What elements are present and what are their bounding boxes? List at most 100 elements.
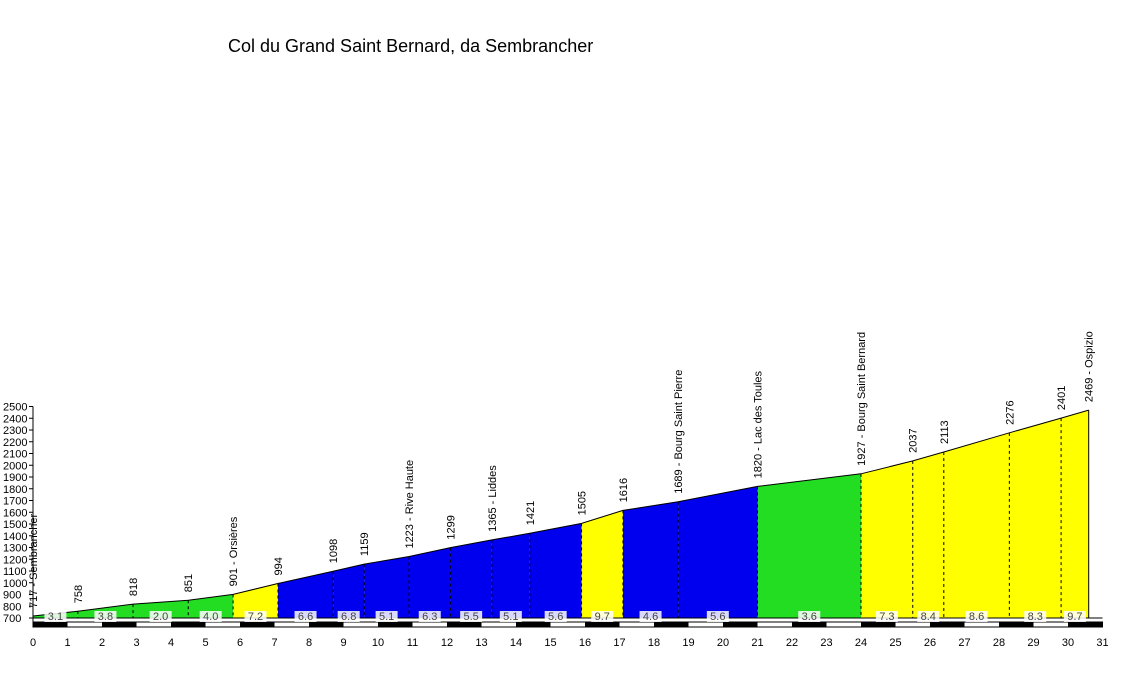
point-label: 2113 <box>939 420 951 444</box>
y-tick-label: 900 <box>3 590 21 602</box>
x-axis-bar-block <box>378 622 413 627</box>
x-tick-label: 11 <box>407 637 418 649</box>
point-label: 2401 <box>1056 386 1068 410</box>
point-label: 1299 <box>445 515 457 539</box>
gradient-label: 4.0 <box>203 611 218 623</box>
gradient-label-bg <box>94 611 117 622</box>
point-label: 1365 - Liddes <box>487 465 499 532</box>
y-tick-label: 2200 <box>3 437 27 449</box>
x-axis-bar-block <box>309 622 344 627</box>
y-tick-label: 1000 <box>3 578 27 590</box>
x-tick-label: 4 <box>168 637 174 649</box>
y-tick-label: 1700 <box>3 496 27 508</box>
gradient-label-bg <box>798 611 821 622</box>
x-tick-label: 26 <box>924 637 936 649</box>
gradient-label: 5.5 <box>464 611 479 623</box>
x-tick-label: 28 <box>993 637 1005 649</box>
y-tick-label: 1600 <box>3 507 27 519</box>
x-axis-bar-block <box>516 622 551 627</box>
segment-area-7 <box>364 556 410 618</box>
gradient-label: 3.8 <box>98 611 113 623</box>
x-tick-label: 2 <box>99 637 105 649</box>
gradient-label-bg <box>294 611 317 622</box>
point-label: 1421 <box>525 501 537 525</box>
segment-area-3 <box>188 594 234 618</box>
segment-area-2 <box>133 600 189 618</box>
x-tick-label: 14 <box>510 637 522 649</box>
gradient-label: 7.3 <box>879 611 894 623</box>
gradient-label-bg <box>44 611 67 622</box>
segment-area-18 <box>943 432 1010 618</box>
segment-area-10 <box>491 533 530 618</box>
gradient-label-bg <box>1063 611 1086 622</box>
gradient-label: 8.6 <box>969 611 984 623</box>
x-axis-bar-block <box>1068 622 1103 627</box>
x-tick-label: 10 <box>372 637 384 649</box>
segment-area-17 <box>912 451 944 618</box>
y-tick-label: 1800 <box>3 484 27 496</box>
gradient-label-bg <box>639 611 662 622</box>
segment-area-15 <box>757 473 861 618</box>
gradient-label: 5.1 <box>379 611 394 623</box>
point-label: 818 <box>128 578 140 596</box>
gradient-label: 9.7 <box>1067 611 1082 623</box>
x-tick-label: 31 <box>1096 637 1108 649</box>
point-label: 1223 - Rive Haute <box>404 460 416 549</box>
point-label: 1927 - Bourg Saint Bernard <box>856 332 868 466</box>
point-label: 2037 <box>908 428 920 452</box>
x-axis-bar-block <box>723 622 758 627</box>
point-label: 1098 <box>328 539 340 563</box>
gradient-label: 3.6 <box>802 611 817 623</box>
x-tick-label: 6 <box>237 637 243 649</box>
y-tick-label: 1900 <box>3 472 27 484</box>
y-axis: 7008009001000110012001300140015001600170… <box>3 402 34 625</box>
gradient-label: 9.7 <box>595 611 610 623</box>
y-tick-label: 800 <box>3 601 21 613</box>
x-tick-label: 17 <box>613 637 625 649</box>
x-tick-label: 16 <box>579 637 591 649</box>
y-tick-label: 2000 <box>3 460 27 472</box>
segment-area-6 <box>333 564 365 618</box>
x-axis-bar-block <box>447 622 482 627</box>
profile-line <box>32 409 1090 618</box>
gradient-label: 6.3 <box>422 611 437 623</box>
x-tick-label: 8 <box>306 637 312 649</box>
segment-area-13 <box>622 501 679 618</box>
y-tick-label: 1300 <box>3 543 27 555</box>
gradient-label: 2.0 <box>153 611 168 623</box>
gradient-label: 8.4 <box>921 611 936 623</box>
gradient-label-bg <box>875 611 898 622</box>
y-tick-label: 700 <box>3 613 21 625</box>
x-axis-bar-block <box>33 622 68 627</box>
x-tick-label: 0 <box>30 637 36 649</box>
point-label: 1820 - Lac des Toules <box>753 370 765 478</box>
gradient-label-bg <box>544 611 567 622</box>
x-tick-label: 30 <box>1062 637 1074 649</box>
segment-area-8 <box>409 547 451 618</box>
point-label: 2469 - Ospizio <box>1084 331 1096 402</box>
gradient-label: 6.6 <box>298 611 313 623</box>
x-axis-bar-block <box>999 622 1034 627</box>
segment-area-16 <box>861 460 913 618</box>
segment-area-14 <box>678 486 758 618</box>
gradient-label-bg <box>965 611 988 622</box>
chart-title: Col du Grand Saint Bernard, da Sembranch… <box>228 36 593 56</box>
x-tick-label: 20 <box>717 637 729 649</box>
y-tick-label: 1400 <box>3 531 27 543</box>
y-tick-label: 1200 <box>3 554 27 566</box>
x-axis-bar-block <box>930 622 965 627</box>
profile-polyline <box>32 409 1089 617</box>
point-label: 901 - Orsières <box>228 516 240 586</box>
gradient-label: 3.1 <box>48 611 63 623</box>
gradient-label: 5.6 <box>710 611 725 623</box>
gradient-label-bg <box>149 611 172 622</box>
point-labels: 717 - Sembrancher 758 818 851 901 - Orsières… <box>28 331 1096 608</box>
x-axis: 0 1 2 3 4 5 6 7 8 9 10 11 12 13 14 15 16 17 18 19 20 21 22 23 24… <box>30 617 1109 649</box>
x-axis-bar-block <box>102 622 137 627</box>
point-label: 2276 <box>1004 400 1016 424</box>
x-axis-bar-block <box>585 622 620 627</box>
segment-area-12 <box>581 510 623 618</box>
profile-areas <box>33 410 1089 618</box>
point-label: 1616 <box>618 478 630 502</box>
y-tick-label: 1100 <box>3 566 27 578</box>
